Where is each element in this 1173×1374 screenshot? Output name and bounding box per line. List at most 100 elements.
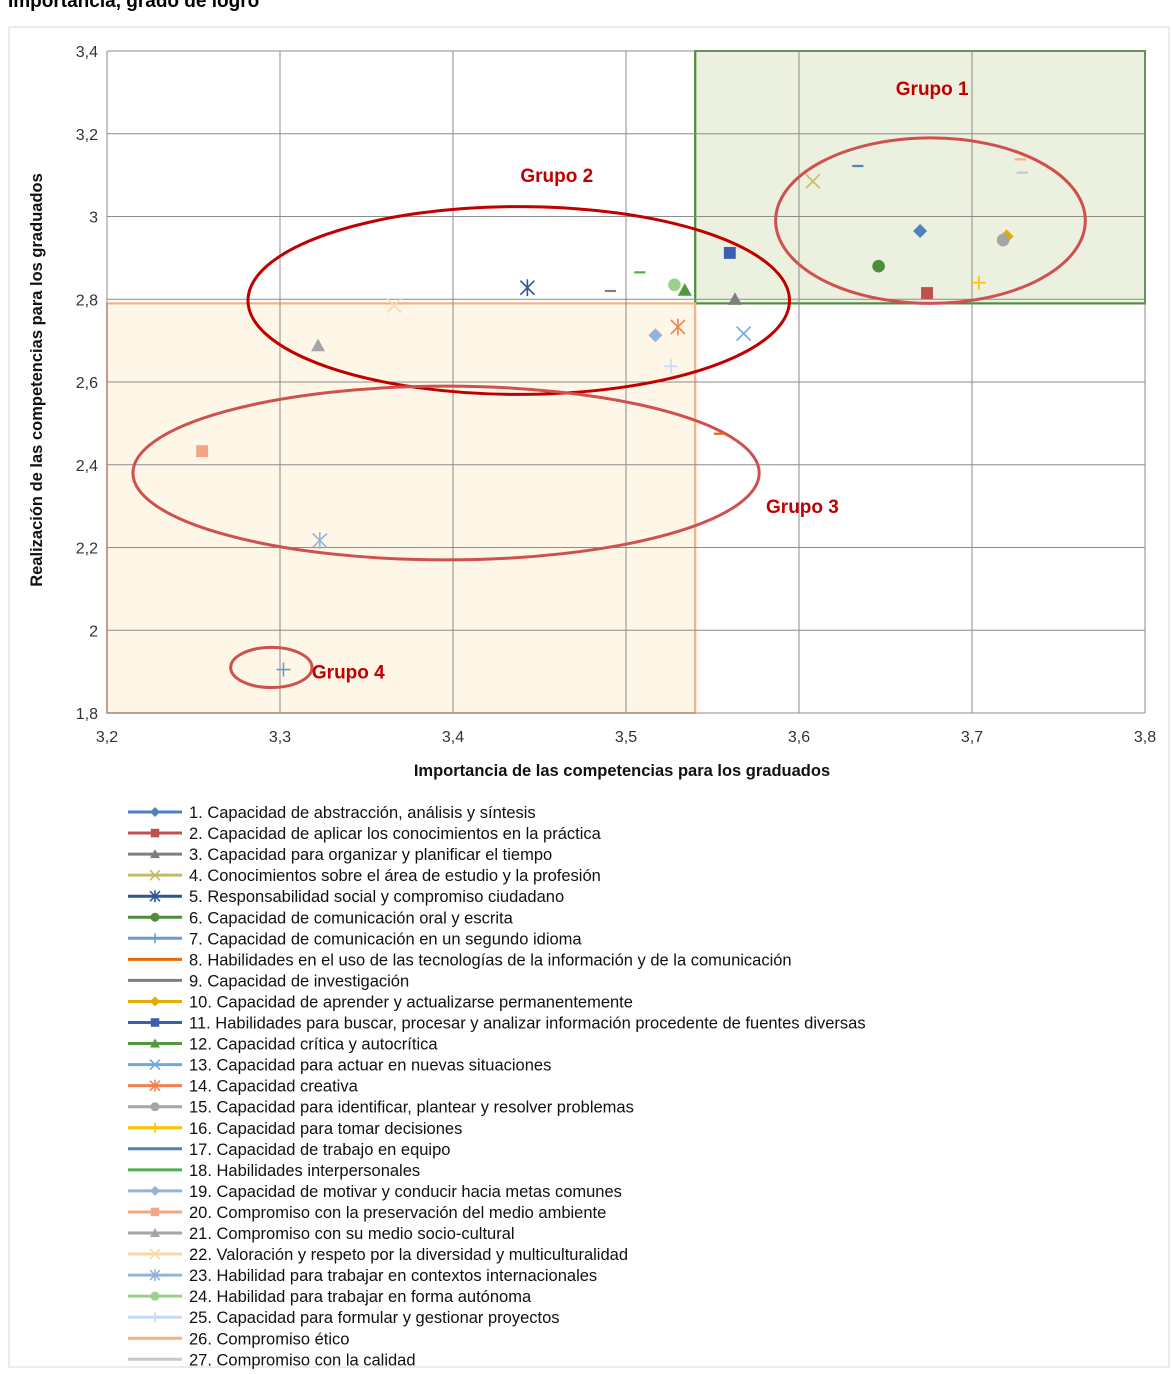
legend-item-27: 27. Compromiso con la calidad	[128, 1351, 416, 1369]
legend-item-8: 8. Habilidades en el uso de las tecnolog…	[128, 951, 792, 969]
group-label-2: Grupo 2	[520, 166, 593, 187]
legend-marker	[149, 1059, 161, 1071]
legend-item-20: 20. Compromiso con la preservación del m…	[128, 1204, 606, 1222]
legend-label: 16. Capacidad para tomar decisiones	[189, 1120, 462, 1138]
group-ellipse-3	[131, 384, 761, 562]
legend-item-10: 10. Capacidad de aprender y actualizarse…	[128, 993, 633, 1011]
legend-item-7: 7. Capacidad de comunicación en un segun…	[128, 930, 582, 948]
legend-item-14: 14. Capacidad creativa	[128, 1078, 359, 1096]
legend-marker	[150, 1018, 160, 1027]
x-tick-label: 3,4	[442, 729, 464, 746]
data-point-2	[921, 287, 933, 299]
data-point-14	[670, 318, 686, 336]
y-tick-label: 3,4	[76, 44, 98, 61]
group-label-1: Grupo 1	[896, 79, 969, 100]
data-point-19	[648, 328, 663, 343]
group-ellipses: Grupo 1 Grupo 2 Grupo 3 Grupo 4	[131, 79, 1087, 690]
x-tick-label: 3,2	[96, 729, 118, 746]
legend-label: 18. Habilidades interpersonales	[189, 1162, 420, 1180]
legend-marker	[149, 1079, 161, 1092]
y-tick-label: 2,8	[76, 292, 98, 309]
legend-marker	[149, 1248, 161, 1260]
data-point-1	[913, 223, 928, 238]
legend-label: 10. Capacidad de aprender y actualizarse…	[189, 993, 633, 1011]
legend-marker	[150, 1038, 160, 1048]
data-point-4	[805, 173, 821, 189]
legend-marker	[149, 890, 161, 903]
data-point-23	[312, 532, 328, 549]
legend-label: 21. Compromiso con su medio socio-cultur…	[189, 1225, 515, 1243]
legend-label: 22. Valoración y respeto por la diversid…	[189, 1246, 628, 1264]
legend-marker	[150, 933, 160, 944]
data-point-6	[872, 259, 885, 273]
legend-item-1: 1. Capacidad de abstracción, análisis y …	[128, 804, 536, 822]
legend-label: 6. Capacidad de comunicación oral y escr…	[189, 909, 514, 927]
legend-label: 27. Compromiso con la calidad	[189, 1351, 416, 1369]
legend-item-9: 9. Capacidad de investigación	[128, 972, 409, 990]
legend-label: 24. Habilidad para trabajar en forma aut…	[189, 1288, 532, 1306]
legend-item-11: 11. Habilidades para buscar, procesar y …	[128, 1015, 866, 1033]
legend-marker	[149, 869, 161, 881]
legend-label: 19. Capacidad de motivar y conducir haci…	[189, 1183, 622, 1201]
y-tick-label: 2	[89, 623, 98, 640]
legend-item-21: 21. Compromiso con su medio socio-cultur…	[128, 1225, 515, 1243]
legend-label: 5. Responsabilidad social y compromiso c…	[189, 888, 564, 906]
legend-marker	[150, 996, 160, 1007]
x-tick-label: 3,6	[788, 729, 810, 746]
y-axis-title: Realización de las competencias para los…	[28, 173, 46, 587]
legend-item-6: 6. Capacidad de comunicación oral y escr…	[128, 909, 514, 927]
quadrant-regions	[106, 50, 1146, 714]
page-title: Importancia, grado de logro	[8, 0, 260, 12]
group-ellipse-1	[774, 136, 1087, 305]
group-label-3: Grupo 3	[766, 497, 839, 518]
region-low	[106, 302, 697, 714]
legend-item-5: 5. Responsabilidad social y compromiso c…	[128, 888, 564, 906]
legend-item-16: 16. Capacidad para tomar decisiones	[128, 1120, 462, 1138]
group-ellipse-2	[246, 205, 791, 396]
legend-label: 23. Habilidad para trabajar en contextos…	[189, 1267, 597, 1285]
legend-marker	[150, 1207, 160, 1217]
axis-ticks: 3,2 3,3 3,4 3,5 3,6 3,7 3,8 1,8 2 2,2 2,4 2,6 2,8 3 3,…	[76, 44, 1156, 746]
legend-item-3: 3. Capacidad para organizar y planificar…	[128, 846, 552, 864]
legend: 1. Capacidad de abstracción, análisis y …	[128, 804, 866, 1369]
x-tick-label: 3,8	[1134, 729, 1156, 746]
legend-marker	[150, 1122, 160, 1133]
group-ellipse-4	[229, 645, 314, 690]
y-tick-label: 2,6	[76, 375, 98, 392]
data-point-12	[677, 283, 692, 296]
y-tick-label: 1,8	[76, 706, 98, 723]
legend-item-23: 23. Habilidad para trabajar en contextos…	[128, 1267, 597, 1285]
data-point-21	[311, 338, 326, 352]
legend-item-13: 13. Capacidad para actuar en nuevas situ…	[128, 1057, 551, 1075]
legend-marker	[150, 807, 160, 817]
legend-label: 26. Compromiso ético	[189, 1330, 349, 1348]
legend-marker	[150, 1312, 160, 1323]
legend-item-12: 12. Capacidad crítica y autocrítica	[128, 1036, 438, 1054]
data-point-16	[971, 275, 986, 290]
legend-label: 2. Capacidad de aplicar los conocimiento…	[189, 825, 602, 843]
legend-marker	[150, 1228, 160, 1237]
data-point-11	[723, 246, 736, 259]
data-point-25	[663, 359, 678, 374]
legend-label: 15. Capacidad para identificar, plantear…	[189, 1099, 634, 1117]
data-point-3	[727, 292, 742, 305]
legend-marker	[150, 1185, 160, 1196]
legend-item-19: 19. Capacidad de motivar y conducir haci…	[128, 1183, 622, 1201]
legend-marker	[150, 1291, 160, 1301]
legend-item-18: 18. Habilidades interpersonales	[128, 1162, 420, 1180]
legend-label: 7. Capacidad de comunicación en un segun…	[189, 930, 582, 948]
legend-marker	[150, 849, 160, 859]
legend-label: 14. Capacidad creativa	[189, 1078, 359, 1096]
x-tick-label: 3,3	[269, 729, 291, 746]
legend-item-22: 22. Valoración y respeto por la diversid…	[128, 1246, 628, 1264]
legend-item-26: 26. Compromiso ético	[128, 1330, 349, 1348]
legend-item-25: 25. Capacidad para formular y gestionar …	[128, 1309, 560, 1327]
legend-item-24: 24. Habilidad para trabajar en forma aut…	[128, 1288, 532, 1306]
legend-label: 11. Habilidades para buscar, procesar y …	[189, 1015, 866, 1033]
legend-label: 8. Habilidades en el uso de las tecnolog…	[189, 951, 792, 969]
legend-label: 12. Capacidad crítica y autocrítica	[189, 1036, 438, 1054]
legend-item-2: 2. Capacidad de aplicar los conocimiento…	[128, 825, 602, 843]
legend-marker	[150, 828, 160, 838]
legend-item-15: 15. Capacidad para identificar, plantear…	[128, 1099, 634, 1117]
